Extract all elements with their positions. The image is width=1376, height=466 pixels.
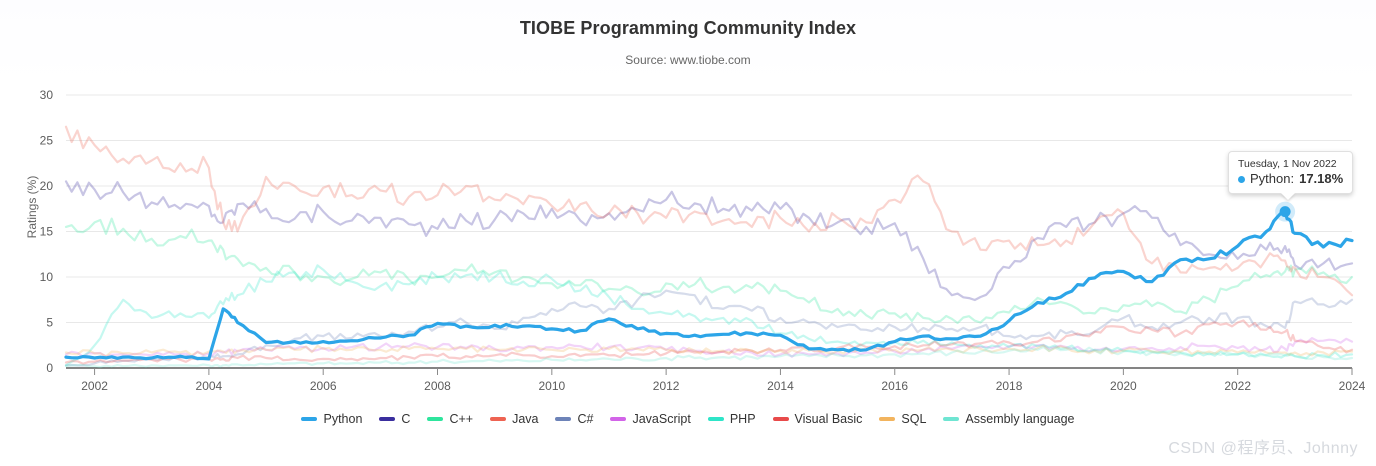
series-line-java[interactable] bbox=[64, 125, 1354, 297]
legend-swatch-icon bbox=[490, 417, 507, 421]
svg-text:25: 25 bbox=[40, 134, 54, 148]
legend-item-sql[interactable]: SQL bbox=[879, 412, 926, 426]
legend-label: C bbox=[401, 412, 411, 426]
legend-swatch-icon bbox=[379, 417, 396, 421]
legend-item-assembly-language[interactable]: Assembly language bbox=[943, 412, 1075, 426]
page-title: TIOBE Programming Community Index bbox=[519, 18, 857, 38]
legend-label: JavaScript bbox=[632, 412, 691, 426]
svg-text:2010: 2010 bbox=[538, 379, 565, 393]
svg-text:2022: 2022 bbox=[1224, 379, 1251, 393]
legend-swatch-icon bbox=[943, 417, 960, 421]
series-line-visual-basic[interactable] bbox=[64, 319, 1354, 365]
chart-plot-area[interactable]: 0 5 10 15 20 25 30 2002 2004 2006 2008 2010 2012 2014… bbox=[0, 0, 1376, 410]
series-line-c[interactable] bbox=[64, 180, 1354, 302]
svg-text:10: 10 bbox=[40, 270, 54, 284]
legend-item-c-[interactable]: C# bbox=[555, 412, 593, 426]
svg-text:2020: 2020 bbox=[1110, 379, 1137, 393]
legend-swatch-icon bbox=[772, 417, 789, 421]
svg-text:0: 0 bbox=[46, 361, 53, 375]
svg-text:15: 15 bbox=[40, 225, 54, 239]
series-line-php[interactable] bbox=[64, 264, 1354, 367]
legend-swatch-icon bbox=[427, 417, 444, 421]
svg-text:2024: 2024 bbox=[1339, 379, 1366, 393]
legend-item-c[interactable]: C bbox=[379, 412, 410, 426]
legend-item-javascript[interactable]: JavaScript bbox=[610, 412, 691, 426]
legend-swatch-icon bbox=[879, 417, 896, 421]
series-line-python[interactable] bbox=[64, 210, 1354, 361]
series-line-assembly-language[interactable] bbox=[64, 345, 1354, 369]
tooltip-arrow-icon bbox=[1281, 193, 1295, 200]
highlight-point-marker[interactable] bbox=[1279, 206, 1291, 218]
legend-label: C# bbox=[577, 412, 594, 426]
legend-label: SQL bbox=[901, 412, 927, 426]
legend-item-c-[interactable]: C++ bbox=[427, 412, 473, 426]
svg-text:2014: 2014 bbox=[767, 379, 794, 393]
legend-label: Assembly language bbox=[965, 412, 1075, 426]
svg-text:20: 20 bbox=[40, 179, 54, 193]
watermark: CSDN @程序员、Johnny bbox=[1168, 440, 1358, 457]
svg-text:2004: 2004 bbox=[196, 379, 223, 393]
series-line-c-[interactable] bbox=[64, 289, 1354, 367]
svg-text:5: 5 bbox=[46, 316, 53, 330]
svg-text:2018: 2018 bbox=[996, 379, 1023, 393]
legend-swatch-icon bbox=[610, 417, 627, 421]
legend-label: Python bbox=[323, 412, 363, 426]
legend-item-visual-basic[interactable]: Visual Basic bbox=[772, 412, 863, 426]
legend-label: Java bbox=[512, 412, 539, 426]
legend-item-python[interactable]: Python bbox=[301, 412, 362, 426]
tooltip-date: Tuesday, 1 Nov 2022 bbox=[1238, 158, 1337, 170]
series-line-c-[interactable] bbox=[64, 217, 1354, 325]
svg-text:2016: 2016 bbox=[881, 379, 908, 393]
svg-text:2002: 2002 bbox=[81, 379, 108, 393]
legend-item-java[interactable]: Java bbox=[490, 412, 538, 426]
legend-swatch-icon bbox=[707, 417, 724, 421]
chart-subtitle: Source: www.tiobe.com bbox=[625, 53, 751, 67]
svg-text:30: 30 bbox=[40, 88, 54, 102]
svg-text:2006: 2006 bbox=[310, 379, 337, 393]
chart-legend[interactable]: Python C C++ Java C# JavaScript PHP Visual Basi… bbox=[0, 412, 1376, 426]
tooltip-series-name: Python: bbox=[1250, 171, 1295, 186]
legend-label: PHP bbox=[729, 412, 756, 426]
tooltip-series-value: 17.18% bbox=[1299, 171, 1344, 186]
legend-item-php[interactable]: PHP bbox=[707, 412, 756, 426]
series-line-sql[interactable] bbox=[64, 344, 1354, 358]
legend-swatch-icon bbox=[555, 417, 572, 421]
legend-label: Visual Basic bbox=[794, 412, 863, 426]
series-line-javascript[interactable] bbox=[64, 337, 1354, 358]
legend-swatch-icon bbox=[301, 417, 318, 421]
svg-text:2012: 2012 bbox=[653, 379, 680, 393]
chart-tooltip: Tuesday, 1 Nov 2022 Python: 17.18% bbox=[1228, 151, 1354, 200]
svg-text:2008: 2008 bbox=[424, 379, 451, 393]
legend-label: C++ bbox=[449, 412, 474, 426]
series-marker-icon bbox=[1238, 175, 1245, 183]
tooltip-row: Python: 17.18% bbox=[1238, 171, 1343, 187]
